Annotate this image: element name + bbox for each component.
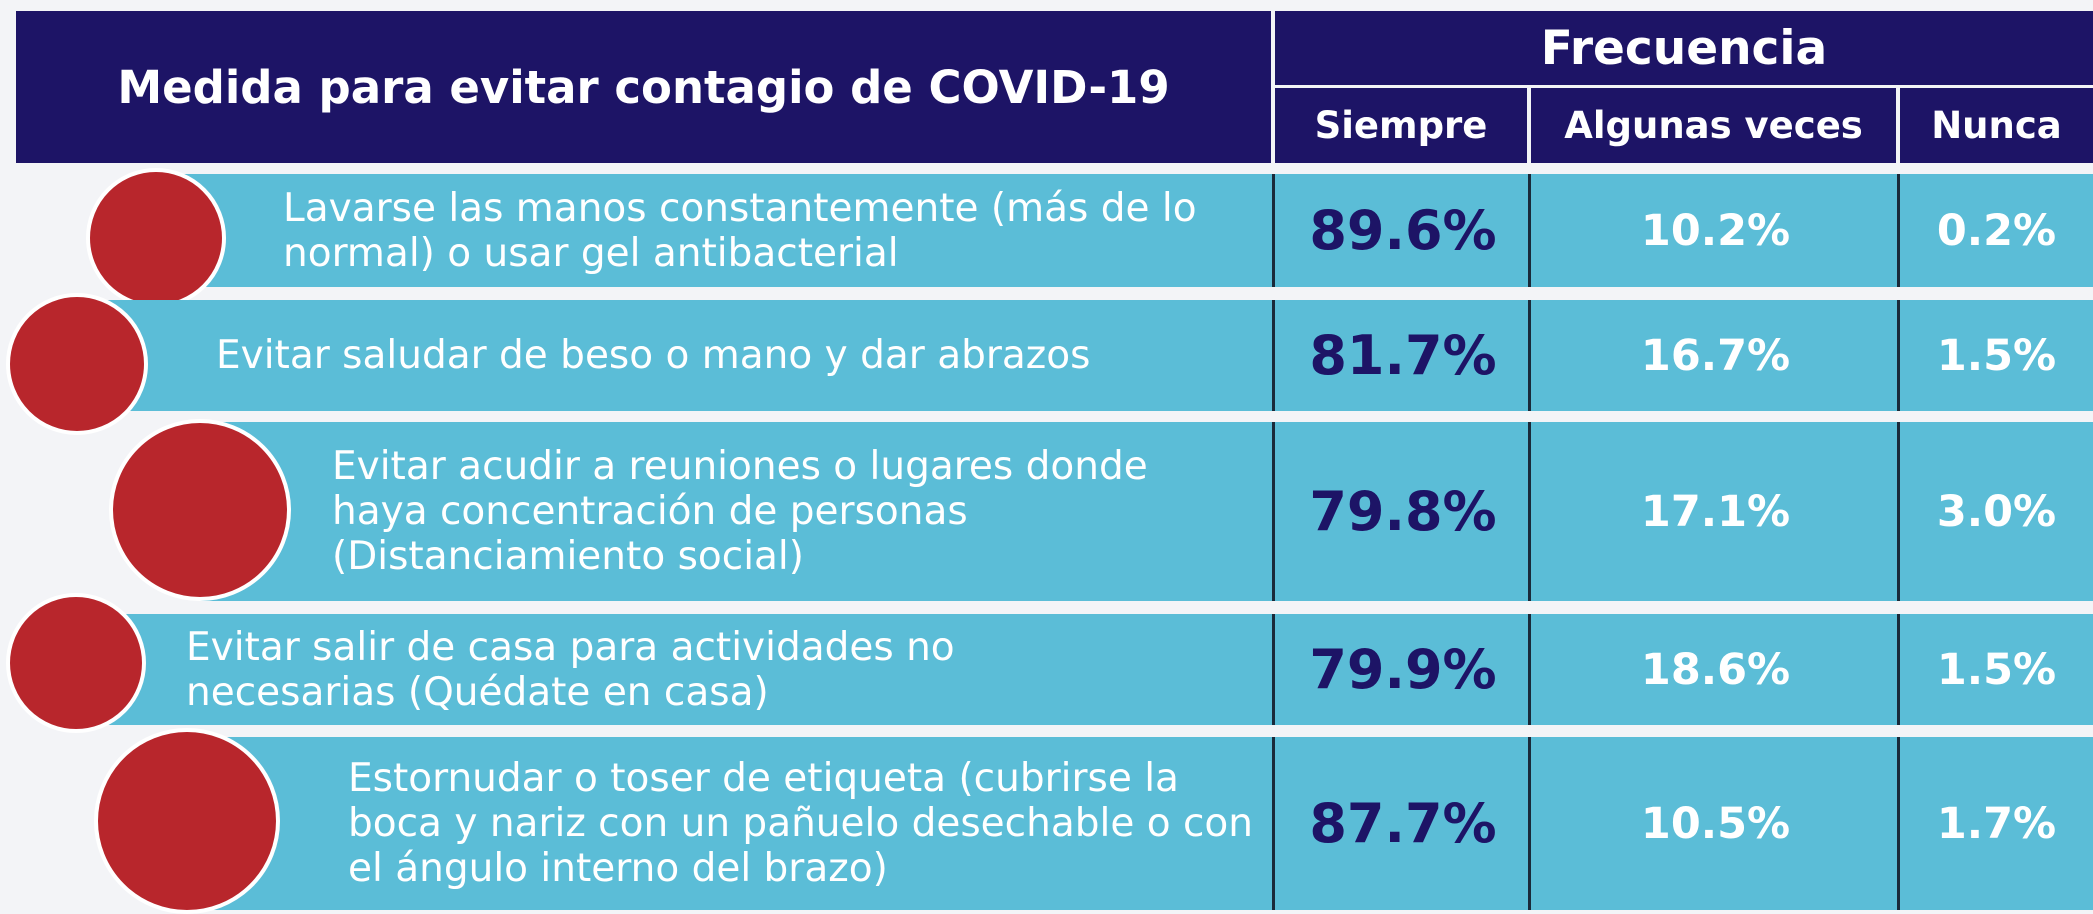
value-cell: 17.1% bbox=[1528, 422, 1900, 601]
row-icon bbox=[6, 593, 146, 733]
value-cell: 10.5% bbox=[1528, 737, 1900, 910]
value-cell: 0.2% bbox=[1897, 174, 2093, 287]
measure-text: Evitar acudir a reuniones o lugares dond… bbox=[332, 422, 1232, 601]
value-cell: 87.7% bbox=[1272, 737, 1531, 910]
value-cell: 1.5% bbox=[1897, 300, 2093, 411]
measure-text: Evitar saludar de beso o mano y dar abra… bbox=[216, 300, 1216, 411]
value-cell: 1.7% bbox=[1897, 737, 2093, 910]
value-cell: 10.2% bbox=[1528, 174, 1900, 287]
value-cell: 16.7% bbox=[1528, 300, 1900, 411]
header-title: Medida para evitar contagio de COVID-19 bbox=[16, 11, 1271, 163]
row-icon bbox=[109, 419, 291, 601]
value-cell: 1.5% bbox=[1897, 614, 2093, 725]
measure-text: Estornudar o toser de etiqueta (cubrirse… bbox=[348, 737, 1258, 910]
row-icon bbox=[86, 168, 226, 308]
measure-text: Lavarse las manos constantemente (más de… bbox=[283, 174, 1203, 287]
value-cell: 18.6% bbox=[1528, 614, 1900, 725]
page: {"header": {"title": "Medida para evitar… bbox=[0, 0, 2093, 910]
value-cell: 79.8% bbox=[1272, 422, 1531, 601]
column-header: Nunca bbox=[1900, 88, 2093, 163]
value-cell: 81.7% bbox=[1272, 300, 1531, 411]
value-cell: 89.6% bbox=[1272, 174, 1531, 287]
row-icon bbox=[6, 293, 148, 435]
row-icon bbox=[94, 728, 280, 914]
value-cell: 3.0% bbox=[1897, 422, 2093, 601]
value-cell: 79.9% bbox=[1272, 614, 1531, 725]
column-header: Siempre bbox=[1275, 88, 1527, 163]
column-header: Algunas veces bbox=[1531, 88, 1896, 163]
frequency-header: Frecuencia bbox=[1275, 11, 2093, 85]
measure-text: Evitar salir de casa para actividades no… bbox=[186, 614, 1086, 725]
